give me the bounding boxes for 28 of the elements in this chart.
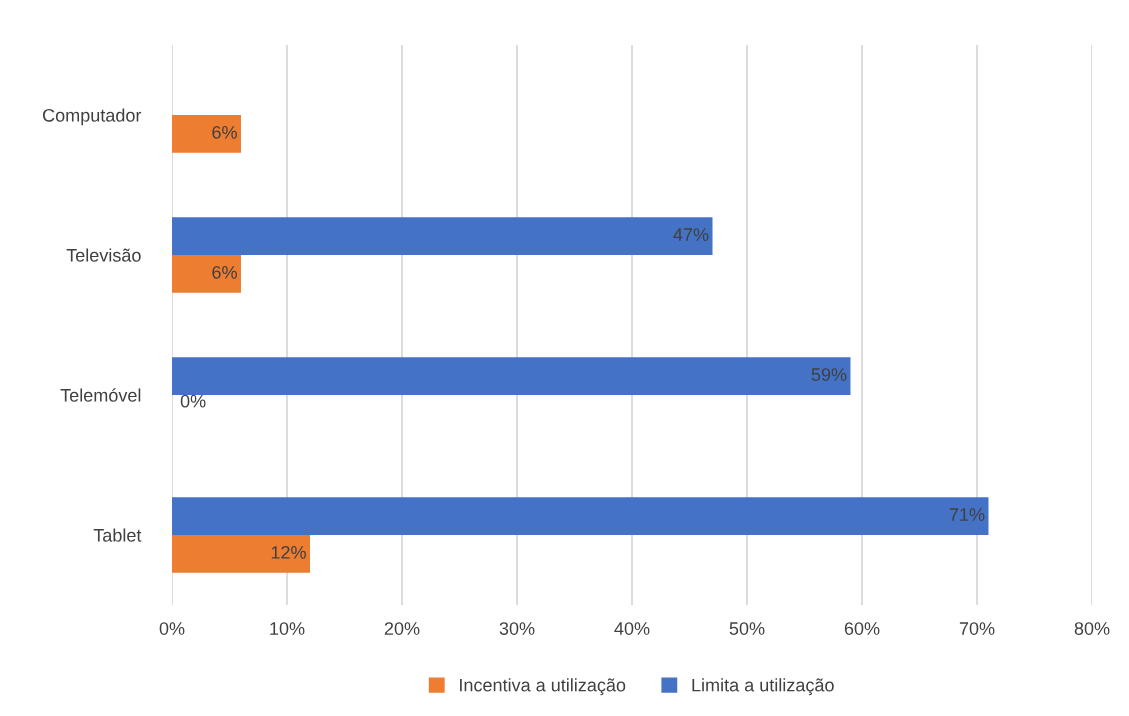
- x-tick-label: 0%: [159, 622, 185, 635]
- data-label: 6%: [212, 265, 237, 279]
- data-label: 71%: [949, 508, 985, 521]
- legend-label: Limita a utilização: [692, 678, 834, 696]
- data-label: 6%: [212, 125, 237, 139]
- y-tick-label: Televisão: [66, 248, 141, 262]
- legend-label: Incentiva a utilização: [460, 678, 626, 696]
- x-tick-label: 40%: [614, 622, 650, 635]
- x-tick-label: 60%: [844, 622, 880, 635]
- y-tick-label: Computador: [43, 108, 142, 126]
- data-label: 0%: [180, 394, 206, 408]
- bar: [172, 217, 713, 255]
- data-label: 59%: [811, 368, 847, 381]
- data-label: 12%: [271, 545, 306, 559]
- x-tick-label: 30%: [499, 622, 535, 635]
- bar: [172, 357, 851, 395]
- x-tick-label: 80%: [1074, 622, 1110, 635]
- bar: [172, 115, 241, 153]
- x-tick-label: 20%: [384, 622, 420, 635]
- x-tick-label: 50%: [729, 622, 765, 635]
- x-tick-label: 70%: [959, 622, 995, 635]
- bar: [172, 255, 241, 293]
- data-label: 47%: [673, 228, 709, 241]
- bar: [172, 535, 310, 573]
- y-tick-label: Telemóvel: [60, 388, 141, 402]
- x-tick-label: 10%: [270, 622, 305, 635]
- bar: [172, 497, 989, 535]
- y-tick-label: Tablet: [93, 528, 142, 542]
